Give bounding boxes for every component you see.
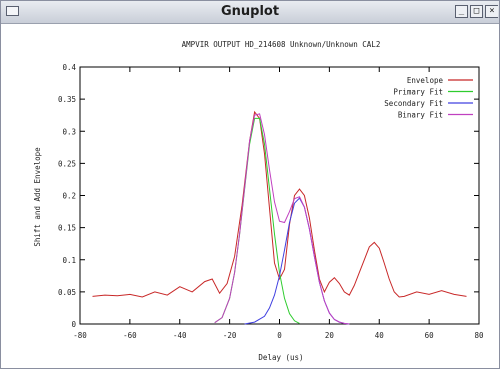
y-tick-label: 0.05 <box>58 288 76 297</box>
legend: Envelope Primary Fit Secondary Fit Binary F… <box>384 76 473 120</box>
y-tick-label: 0.15 <box>58 224 76 233</box>
close-button[interactable]: × <box>485 5 498 18</box>
x-tick-label: 60 <box>425 331 435 340</box>
series-line-primary-fit <box>214 117 300 324</box>
y-tick-label: 0.1 <box>62 256 76 265</box>
x-axis-label: Delay (us) <box>258 353 303 362</box>
legend-label: Binary Fit <box>398 111 443 120</box>
x-tick-label: 80 <box>474 331 484 340</box>
y-tick-label: 0.25 <box>58 159 76 168</box>
minimize-button[interactable]: _ <box>455 5 468 18</box>
series-line-binary-fit <box>214 113 350 325</box>
series-layer <box>92 110 467 325</box>
series-line-secondary-fit <box>244 197 350 325</box>
series-line-envelope <box>92 110 467 298</box>
x-tick-label: -20 <box>223 331 237 340</box>
x-tick-label: 20 <box>325 331 335 340</box>
axis-ticks: -80 -60 -40 -20 0 20 40 60 80 0 0.05 0.1 0.15 0.2 0.25… <box>58 63 484 340</box>
legend-label: Secondary Fit <box>384 99 443 108</box>
x-tick-label: 0 <box>277 331 282 340</box>
y-tick-label: 0.2 <box>62 192 76 201</box>
window-title: Gnuplot <box>220 4 280 19</box>
x-tick-label: -60 <box>123 331 137 340</box>
title-bar[interactable]: Gnuplot _ □ × <box>1 1 499 24</box>
gnuplot-chart: AMPVIR OUTPUT HD_214608 Unknown/Unknown … <box>33 40 484 362</box>
chart-title: AMPVIR OUTPUT HD_214608 Unknown/Unknown … <box>182 40 381 49</box>
maximize-button[interactable]: □ <box>470 5 483 18</box>
x-tick-label: -80 <box>73 331 87 340</box>
y-axis-label: Shift and Add Envelope <box>33 147 42 247</box>
y-tick-label: 0.35 <box>58 95 76 104</box>
y-tick-label: 0.4 <box>62 63 76 72</box>
y-tick-label: 0 <box>71 320 76 329</box>
x-tick-label: 40 <box>375 331 385 340</box>
legend-label: Envelope <box>407 76 444 85</box>
legend-label: Primary Fit <box>393 88 443 97</box>
x-tick-label: -40 <box>173 331 187 340</box>
window-menu-icon[interactable] <box>6 6 19 16</box>
y-tick-label: 0.3 <box>62 127 76 136</box>
